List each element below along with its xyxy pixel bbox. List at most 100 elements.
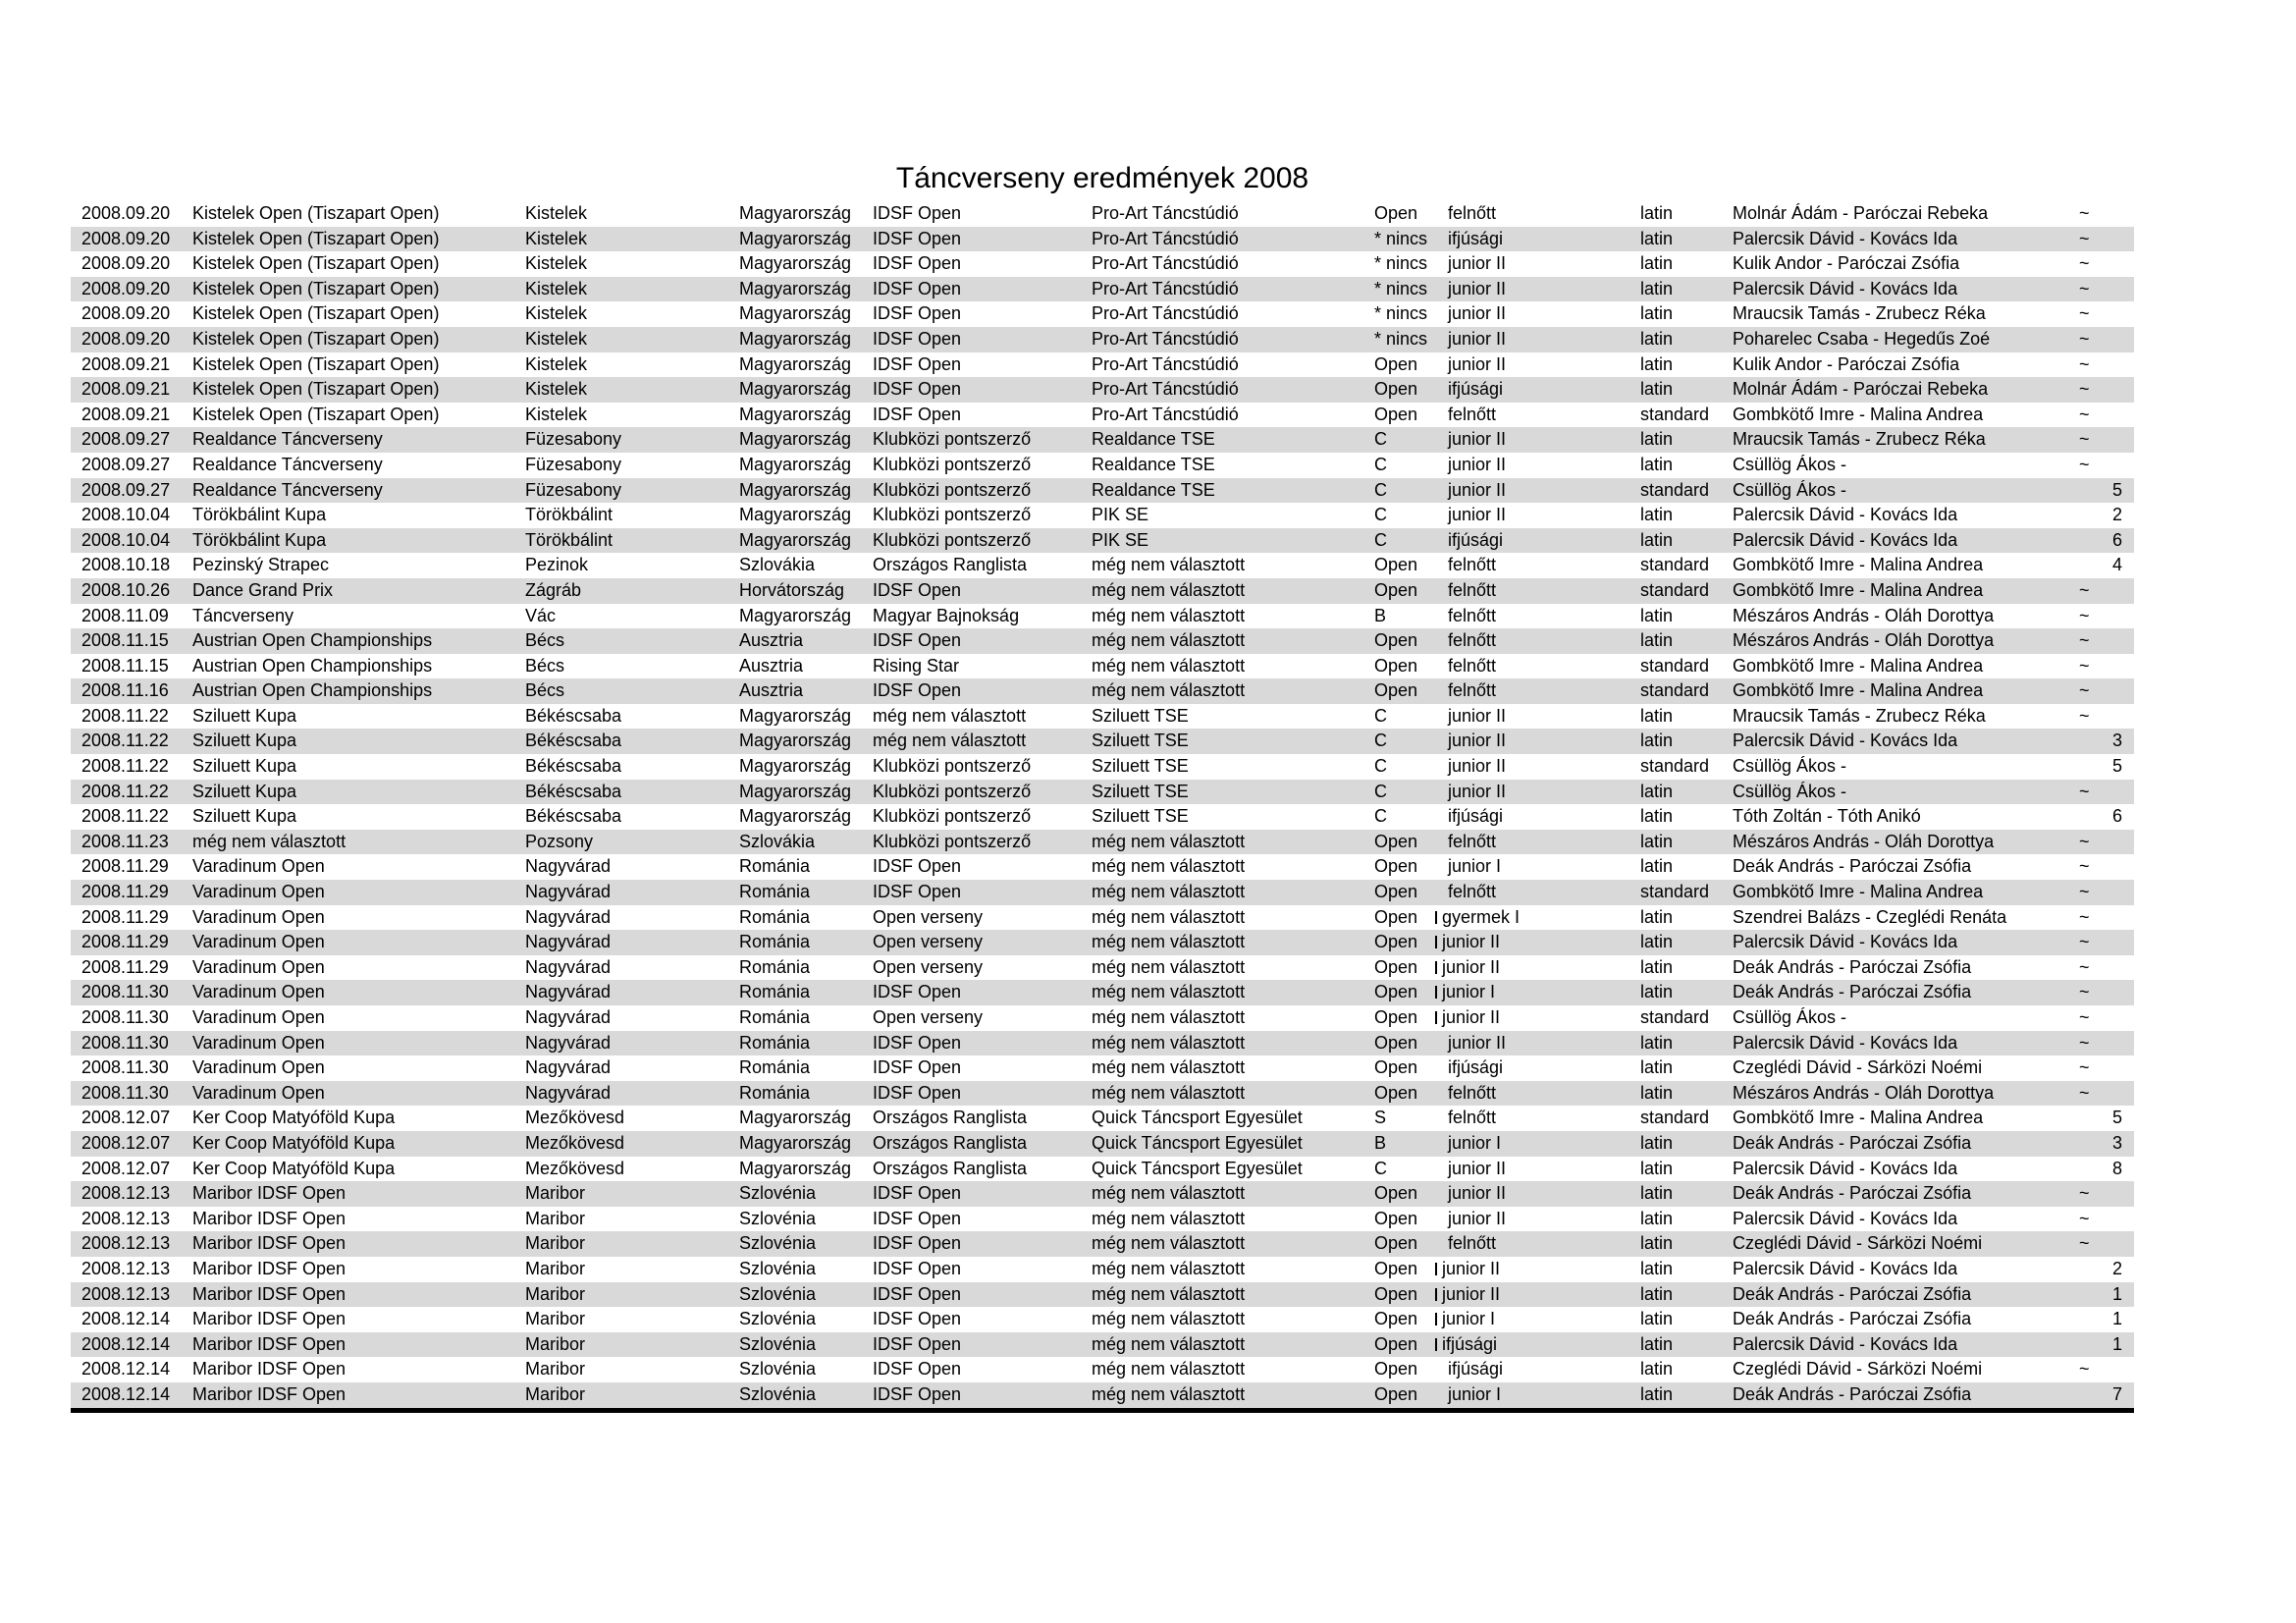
cell-club: még nem választott (1092, 956, 1246, 977)
cell-club: még nem választott (1092, 1233, 1246, 1254)
cell-club: Realdance TSE (1092, 429, 1215, 450)
cell-result: 4 (2111, 555, 2122, 575)
cell-competition-type: IDSF Open (873, 1359, 962, 1380)
cell-competition-type: IDSF Open (873, 1208, 962, 1228)
cell-age-group: junior II (1435, 1282, 1636, 1308)
cell-age-group: junior II (1448, 328, 1507, 349)
cell-date: 2008.12.13 (81, 1233, 171, 1254)
cell-age-group: junior II (1435, 930, 1636, 955)
cell-event: Realdance Táncverseny (192, 479, 383, 500)
cell-club: még nem választott (1092, 1007, 1246, 1027)
cell-class: Open (1374, 1309, 1418, 1329)
cell-couple: Czeglédi Dávid - Sárközi Noémi (1733, 1057, 1983, 1078)
cell-club: még nem választott (1092, 1333, 1246, 1354)
cell-club: még nem választott (1092, 1309, 1246, 1329)
cell-country: Magyarország (739, 228, 852, 248)
cell-country: Magyarország (739, 479, 852, 500)
cell-style: latin (1640, 1233, 1674, 1254)
cell-date: 2008.10.18 (81, 555, 171, 575)
cell-couple: Palercsik Dávid - Kovács Ida (1733, 1258, 1958, 1278)
cell-style: latin (1640, 454, 1674, 474)
cell-country: Románia (739, 1032, 811, 1053)
cell-result: ~ (2079, 429, 2090, 450)
cell-result: ~ (2079, 982, 2090, 1002)
cell-style: latin (1640, 1032, 1674, 1053)
cell-city: Maribor (525, 1333, 586, 1354)
cell-country: Magyarország (739, 605, 852, 625)
cell-city: Mezőkövesd (525, 1158, 625, 1178)
cell-date: 2008.12.07 (81, 1158, 171, 1178)
cell-event: Austrian Open Championships (192, 680, 433, 701)
cell-result: ~ (2079, 1057, 2090, 1078)
cell-couple: Kulik Andor - Paróczai Zsófia (1733, 253, 1960, 274)
cell-class: Open (1374, 655, 1418, 676)
cell-event: Varadinum Open (192, 1007, 325, 1027)
cell-country: Szlovénia (739, 1233, 817, 1254)
cell-style: standard (1640, 1108, 1710, 1128)
cell-couple: Mraucsik Tamás - Zrubecz Réka (1733, 705, 1986, 726)
cell-class: Open (1374, 1359, 1418, 1380)
cell-age-group: felnőtt (1448, 404, 1497, 424)
cell-style: latin (1640, 1208, 1674, 1228)
cell-date: 2008.11.29 (81, 932, 169, 952)
cell-result: 1 (2111, 1283, 2122, 1304)
cell-country: Szlovénia (739, 1359, 817, 1380)
cell-competition-type: IDSF Open (873, 1383, 962, 1404)
cell-date: 2008.09.20 (81, 303, 171, 324)
cell-age-group: felnőtt (1448, 1108, 1497, 1128)
table-row: 2008.09.27 Realdance Táncverseny Füzesabon… (71, 453, 2134, 478)
cell-couple: Palercsik Dávid - Kovács Ida (1733, 505, 1958, 525)
cell-class: Open (1374, 1032, 1418, 1053)
cell-country: Románia (739, 856, 811, 877)
cell-class: Open (1374, 404, 1418, 424)
table-row: 2008.12.14 Maribor IDSF Open Maribor Szlové… (71, 1307, 2134, 1332)
cell-country: Szlovénia (739, 1333, 817, 1354)
cell-event: Maribor IDSF Open (192, 1208, 347, 1228)
cell-age-group: felnőtt (1448, 605, 1497, 625)
cell-competition-type: IDSF Open (873, 228, 962, 248)
cell-date: 2008.12.14 (81, 1359, 171, 1380)
cell-event: Varadinum Open (192, 982, 325, 1002)
cell-couple: Deák András - Paróczai Zsófia (1733, 1383, 1972, 1404)
cell-style: latin (1640, 781, 1674, 801)
cell-country: Magyarország (739, 1108, 852, 1128)
cell-competition-type: IDSF Open (873, 1082, 962, 1103)
cell-country: Magyarország (739, 505, 852, 525)
cell-age-group: felnőtt (1448, 555, 1497, 575)
cell-class: C (1374, 806, 1387, 827)
cell-city: Kistelek (525, 278, 588, 298)
cell-date: 2008.09.21 (81, 353, 171, 374)
cell-event: Varadinum Open (192, 906, 325, 927)
cell-club: még nem választott (1092, 605, 1246, 625)
cell-club: még nem választott (1092, 680, 1246, 701)
cell-city: Füzesabony (525, 429, 622, 450)
cell-event: még nem választott (192, 831, 347, 851)
cell-country: Magyarország (739, 705, 852, 726)
table-row: 2008.11.29 Varadinum Open Nagyvárad Románia… (71, 930, 2134, 955)
cell-club: Quick Táncsport Egyesület (1092, 1108, 1303, 1128)
cell-country: Ausztria (739, 655, 804, 676)
cell-country: Románia (739, 1057, 811, 1078)
cell-date: 2008.12.13 (81, 1258, 171, 1278)
table-row: 2008.12.13 Maribor IDSF Open Maribor Szlové… (71, 1231, 2134, 1257)
cell-class: Open (1374, 1233, 1418, 1254)
cell-age-group: felnőtt (1448, 579, 1497, 600)
cell-club: még nem választott (1092, 1383, 1246, 1404)
table-row: 2008.12.07 Ker Coop Matyóföld Kupa Mezőköv… (71, 1157, 2134, 1182)
cell-country: Szlovákia (739, 831, 816, 851)
cell-club: Pro-Art Táncstúdió (1092, 203, 1239, 223)
cell-country: Románia (739, 956, 811, 977)
cell-event: Kistelek Open (Tiszapart Open) (192, 228, 440, 248)
cell-event: Táncverseny (192, 605, 294, 625)
cell-city: Nagyvárad (525, 1032, 612, 1053)
cell-city: Füzesabony (525, 479, 622, 500)
cell-couple: Deák András - Paróczai Zsófia (1733, 1183, 1972, 1204)
cell-class: * nincs (1374, 328, 1428, 349)
cell-age-group: junior II (1448, 278, 1507, 298)
cell-club: még nem választott (1092, 630, 1246, 651)
cell-result: ~ (2079, 932, 2090, 952)
cell-couple: Gombkötő Imre - Malina Andrea (1733, 882, 1984, 902)
cell-couple: Poharelec Csaba - Hegedűs Zoé (1733, 328, 1991, 349)
cell-country: Magyarország (739, 278, 852, 298)
cell-date: 2008.12.13 (81, 1208, 171, 1228)
